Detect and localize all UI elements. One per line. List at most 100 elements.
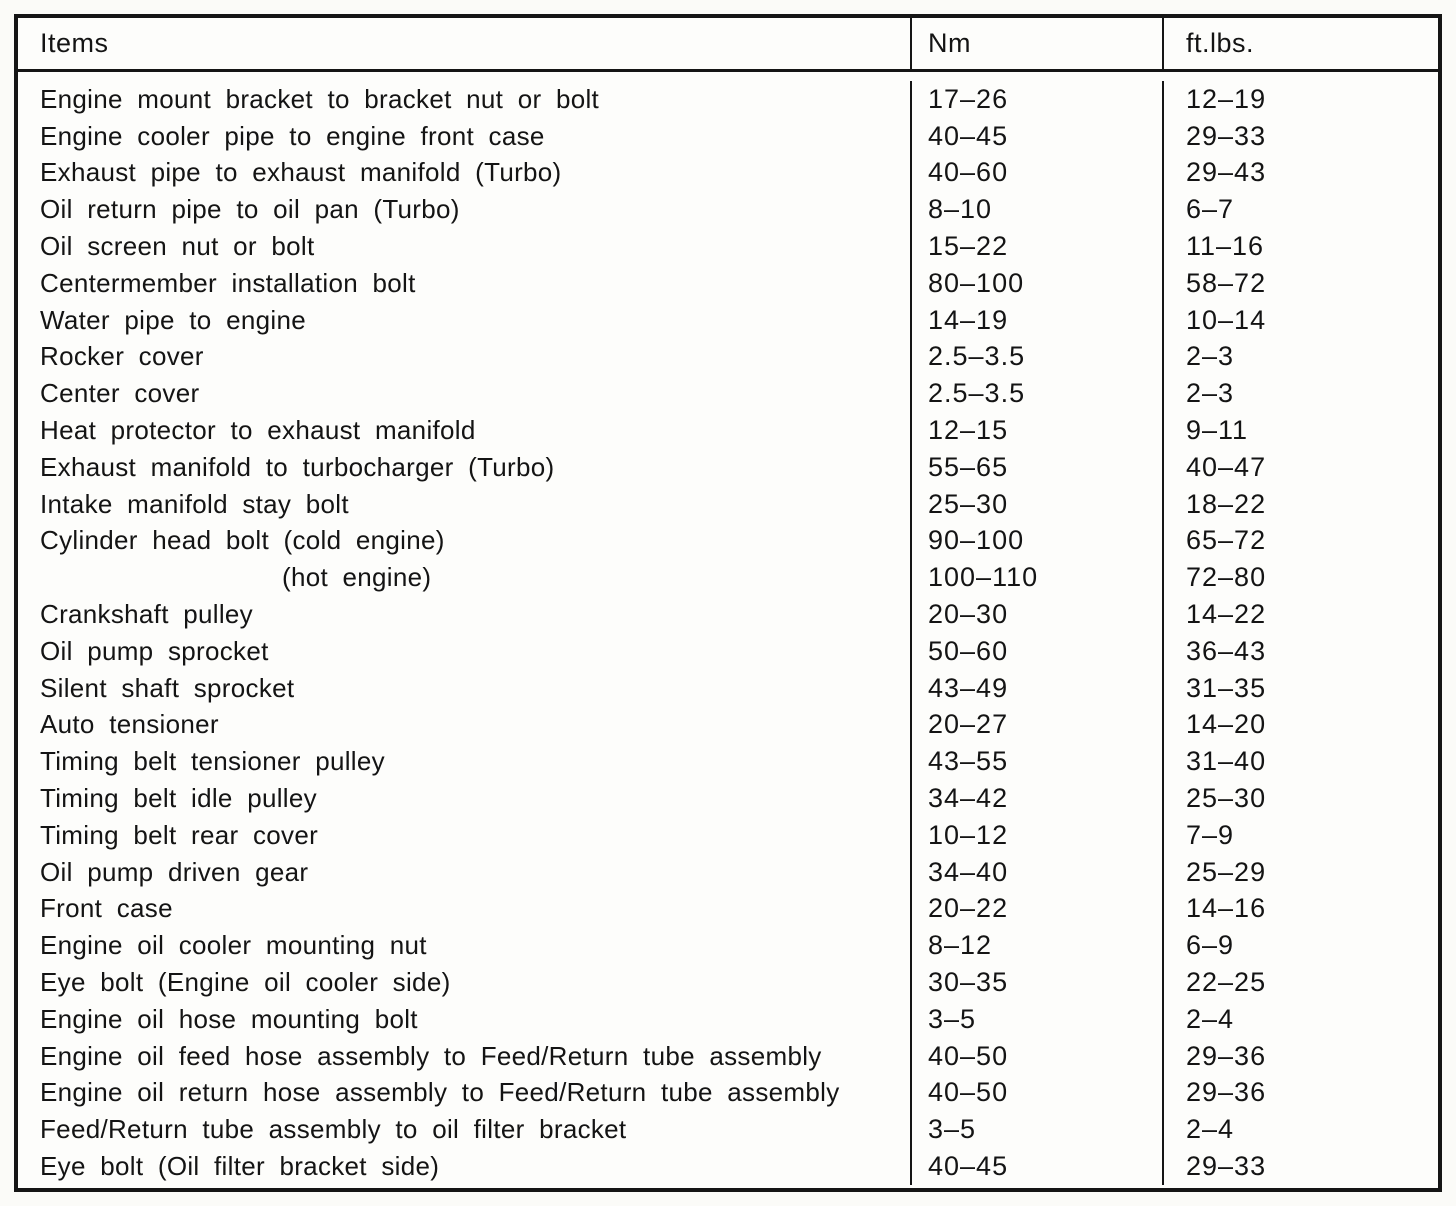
- table-row: Exhaust pipe to exhaust manifold (Turbo)…: [18, 154, 1438, 192]
- item-cell: Water pipe to engine: [18, 301, 912, 339]
- nm-cell: 2.5–3.5: [912, 338, 1164, 376]
- table-row: Oil screen nut or bolt 15–22 11–16: [18, 228, 1438, 265]
- table-row: Centermember installation bolt 80–100 58…: [18, 264, 1438, 302]
- ftlbs-cell: 31–35: [1186, 672, 1267, 703]
- item-cell: Oil return pipe to oil pan (Turbo): [18, 191, 912, 229]
- ftlbs-cell: 14–20: [1186, 709, 1267, 740]
- ftlbs-cell: 58–72: [1186, 267, 1267, 298]
- nm-cell: 10–12: [912, 816, 1164, 854]
- nm-cell: 12–15: [912, 412, 1164, 449]
- ftlbs-cell: 29–43: [1186, 157, 1267, 188]
- item-cell: Oil pump driven gear: [18, 853, 912, 891]
- ftlbs-cell: 25–29: [1186, 856, 1267, 887]
- item-cell: Exhaust manifold to turbocharger (Turbo): [18, 448, 912, 486]
- ftlbs-cell: 7–9: [1186, 819, 1235, 850]
- nm-cell: 90–100: [912, 522, 1164, 560]
- ftlbs-cell: 2–4: [1186, 1114, 1235, 1145]
- table-row: Auto tensioner 20–27 14–20: [18, 706, 1438, 744]
- item-cell: Intake manifold stay bolt: [18, 485, 912, 523]
- header-items-label: Items: [40, 28, 109, 58]
- nm-cell: 20–22: [912, 890, 1164, 928]
- table-row: Engine oil feed hose assembly to Feed/Re…: [18, 1037, 1438, 1075]
- header-nm: Nm: [912, 18, 1164, 69]
- ftlbs-cell: 9–11: [1186, 415, 1249, 446]
- table-row: Oil pump sprocket 50–60 36–43: [18, 632, 1438, 670]
- item-cell: Feed/Return tube assembly to oil filter …: [18, 1111, 912, 1149]
- header-ftlbs-label: ft.lbs.: [1186, 28, 1255, 58]
- ftlbs-cell: 12–19: [1186, 83, 1267, 114]
- table-row: Water pipe to engine 14–19 10–14: [18, 301, 1438, 339]
- item-cell: Engine mount bracket to bracket nut or b…: [18, 81, 912, 118]
- ftlbs-cell: 29–36: [1186, 1077, 1267, 1108]
- nm-cell: 40–50: [912, 1037, 1164, 1075]
- ftlbs-cell: 6–7: [1186, 194, 1235, 225]
- nm-cell: 40–50: [912, 1074, 1164, 1112]
- nm-cell: 3–5: [912, 1111, 1164, 1149]
- table-row: Timing belt idle pulley 34–42 25–30: [18, 780, 1438, 817]
- header-items: Items: [18, 18, 912, 69]
- nm-cell: 80–100: [912, 264, 1164, 302]
- nm-cell: 100–110: [912, 559, 1164, 597]
- nm-cell: 55–65: [912, 448, 1164, 486]
- ftlbs-cell: 36–43: [1186, 635, 1267, 666]
- nm-cell: 40–60: [912, 154, 1164, 192]
- ftlbs-cell: 2–4: [1186, 1003, 1235, 1034]
- ftlbs-cell: 11–16: [1186, 231, 1265, 262]
- table-row: Engine mount bracket to bracket nut or b…: [18, 81, 1438, 118]
- item-cell: Timing belt rear cover: [18, 816, 912, 854]
- nm-cell: 20–27: [912, 706, 1164, 744]
- nm-cell: 34–42: [912, 780, 1164, 817]
- nm-cell: 14–19: [912, 301, 1164, 339]
- nm-cell: 8–10: [912, 191, 1164, 229]
- nm-cell: 17–26: [912, 81, 1164, 118]
- table-row: Oil return pipe to oil pan (Turbo) 8–10 …: [18, 191, 1438, 229]
- table-row: Exhaust manifold to turbocharger (Turbo)…: [18, 448, 1438, 486]
- item-cell: Engine oil hose mounting bolt: [18, 1000, 912, 1038]
- table-row: Crankshaft pulley 20–30 14–22: [18, 596, 1438, 633]
- table-row: Silent shaft sprocket 43–49 31–35: [18, 669, 1438, 707]
- table-row: Intake manifold stay bolt 25–30 18–22: [18, 485, 1438, 523]
- table-row: Engine cooler pipe to engine front case …: [18, 117, 1438, 155]
- ftlbs-cell: 10–14: [1186, 304, 1267, 335]
- item-cell: Heat protector to exhaust manifold: [18, 412, 912, 449]
- ftlbs-cell: 2–3: [1186, 378, 1235, 409]
- item-cell: Exhaust pipe to exhaust manifold (Turbo): [18, 154, 912, 192]
- header-nm-label: Nm: [928, 28, 971, 58]
- item-cell: Eye bolt (Oil filter bracket side): [18, 1148, 912, 1185]
- table-row: Eye bolt (Oil filter bracket side) 40–45…: [18, 1148, 1438, 1185]
- item-cell: Engine oil feed hose assembly to Feed/Re…: [18, 1037, 912, 1075]
- ftlbs-cell: 14–16: [1186, 893, 1267, 924]
- item-cell: Engine cooler pipe to engine front case: [18, 117, 912, 155]
- item-cell: Rocker cover: [18, 338, 912, 376]
- ftlbs-cell: 72–80: [1186, 562, 1267, 593]
- ftlbs-cell: 65–72: [1186, 525, 1267, 556]
- nm-cell: 2.5–3.5: [912, 375, 1164, 413]
- torque-spec-table: Items Nm ft.lbs. Engine mount bracket to…: [14, 14, 1442, 1192]
- nm-cell: 20–30: [912, 596, 1164, 633]
- ftlbs-cell: 22–25: [1186, 967, 1267, 998]
- item-cell: Timing belt tensioner pulley: [18, 743, 912, 781]
- table-body: Engine mount bracket to bracket nut or b…: [18, 72, 1438, 1188]
- item-cell: Engine oil cooler mounting nut: [18, 927, 912, 965]
- ftlbs-cell: 25–30: [1186, 783, 1267, 814]
- table-header-row: Items Nm ft.lbs.: [18, 18, 1438, 72]
- ftlbs-cell: 31–40: [1186, 746, 1267, 777]
- item-cell: Engine oil return hose assembly to Feed/…: [18, 1074, 912, 1112]
- table-row: Engine oil hose mounting bolt 3–5 2–4: [18, 1000, 1438, 1038]
- table-row: Oil pump driven gear 34–40 25–29: [18, 853, 1438, 891]
- item-cell: Silent shaft sprocket: [18, 669, 912, 707]
- table-row: Center cover 2.5–3.5 2–3: [18, 375, 1438, 413]
- ftlbs-cell: 6–9: [1186, 930, 1235, 961]
- table-row: Timing belt rear cover 10–12 7–9: [18, 816, 1438, 854]
- table-row: Engine oil return hose assembly to Feed/…: [18, 1074, 1438, 1112]
- ftlbs-cell: 29–33: [1186, 1151, 1267, 1181]
- item-cell: Cylinder head bolt (cold engine): [18, 522, 912, 560]
- item-cell: Crankshaft pulley: [18, 596, 912, 633]
- nm-cell: 25–30: [912, 485, 1164, 523]
- item-cell: Center cover: [18, 375, 912, 413]
- table-row: Heat protector to exhaust manifold 12–15…: [18, 412, 1438, 449]
- item-cell: Front case: [18, 890, 912, 928]
- ftlbs-cell: 2–3: [1186, 341, 1235, 372]
- item-cell: Auto tensioner: [18, 706, 912, 744]
